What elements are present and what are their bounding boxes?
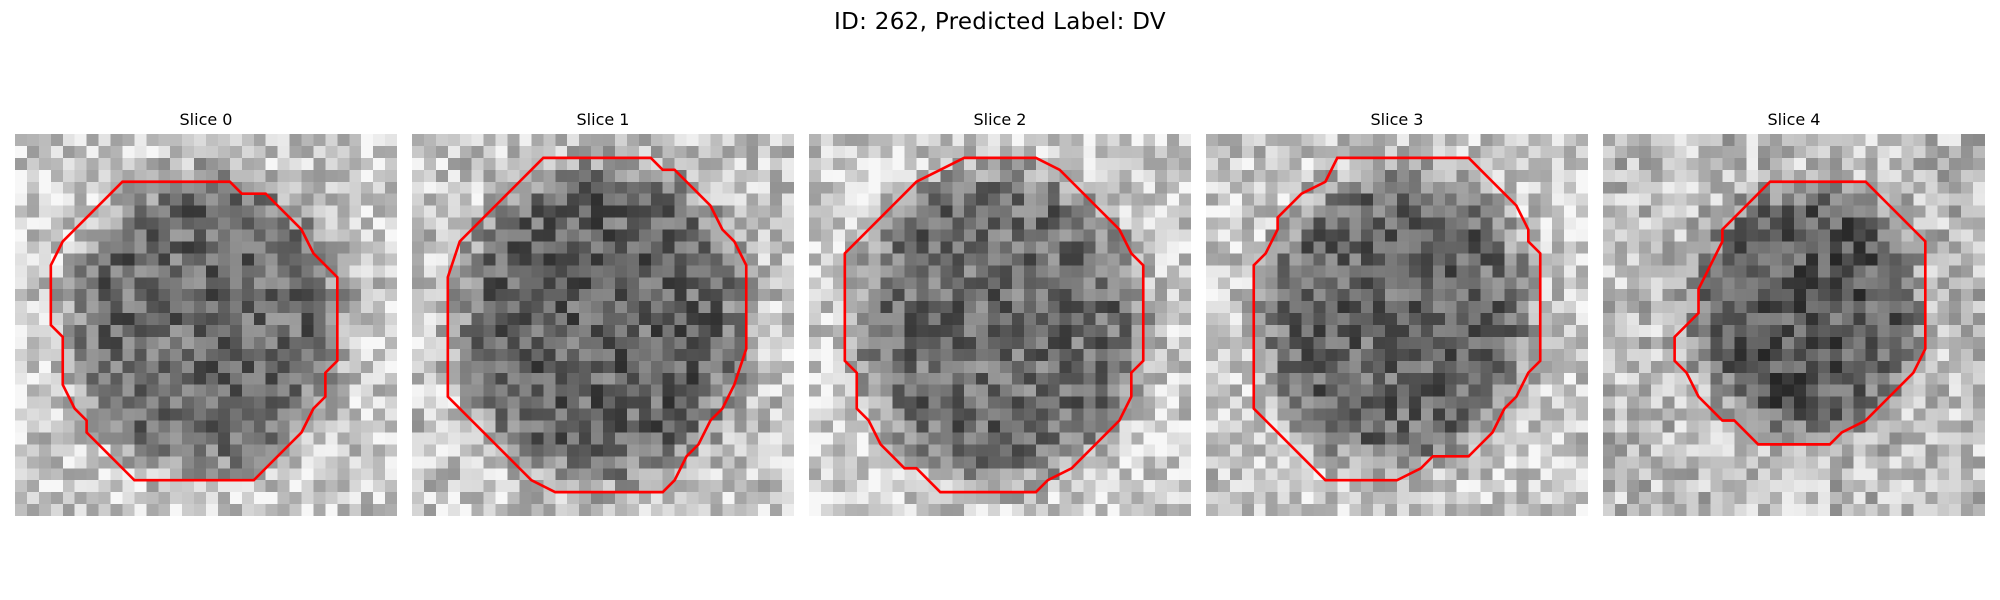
figure-title: ID: 262, Predicted Label: DV bbox=[834, 9, 1166, 35]
slice-panel-0: Slice 0 bbox=[15, 107, 397, 516]
slice-title: Slice 4 bbox=[1767, 110, 1821, 129]
segmentation-contour bbox=[843, 156, 1145, 494]
slice-image bbox=[412, 134, 794, 516]
segmentation-contour bbox=[1252, 156, 1542, 482]
pixel-grid bbox=[1603, 134, 1985, 516]
slice-panel-2: Slice 2 bbox=[809, 107, 1191, 516]
segmentation-contour bbox=[446, 156, 748, 494]
pixel-grid bbox=[1206, 134, 1588, 516]
slice-title: Slice 1 bbox=[576, 110, 630, 129]
slice-image bbox=[1603, 134, 1985, 516]
slice-title: Slice 2 bbox=[973, 110, 1027, 129]
slice-panel-1: Slice 1 bbox=[412, 107, 794, 516]
slice-panel-4: Slice 4 bbox=[1603, 107, 1985, 516]
slice-title: Slice 0 bbox=[179, 110, 233, 129]
slice-image bbox=[15, 134, 397, 516]
segmentation-contour bbox=[49, 180, 339, 482]
slice-image bbox=[809, 134, 1191, 516]
pixel-grid bbox=[15, 134, 397, 516]
pixel-grid bbox=[412, 134, 794, 516]
slice-image bbox=[1206, 134, 1588, 516]
slice-panel-3: Slice 3 bbox=[1206, 107, 1588, 516]
slice-title: Slice 3 bbox=[1370, 110, 1424, 129]
pixel-grid bbox=[809, 134, 1191, 516]
segmentation-contour bbox=[1673, 180, 1927, 446]
